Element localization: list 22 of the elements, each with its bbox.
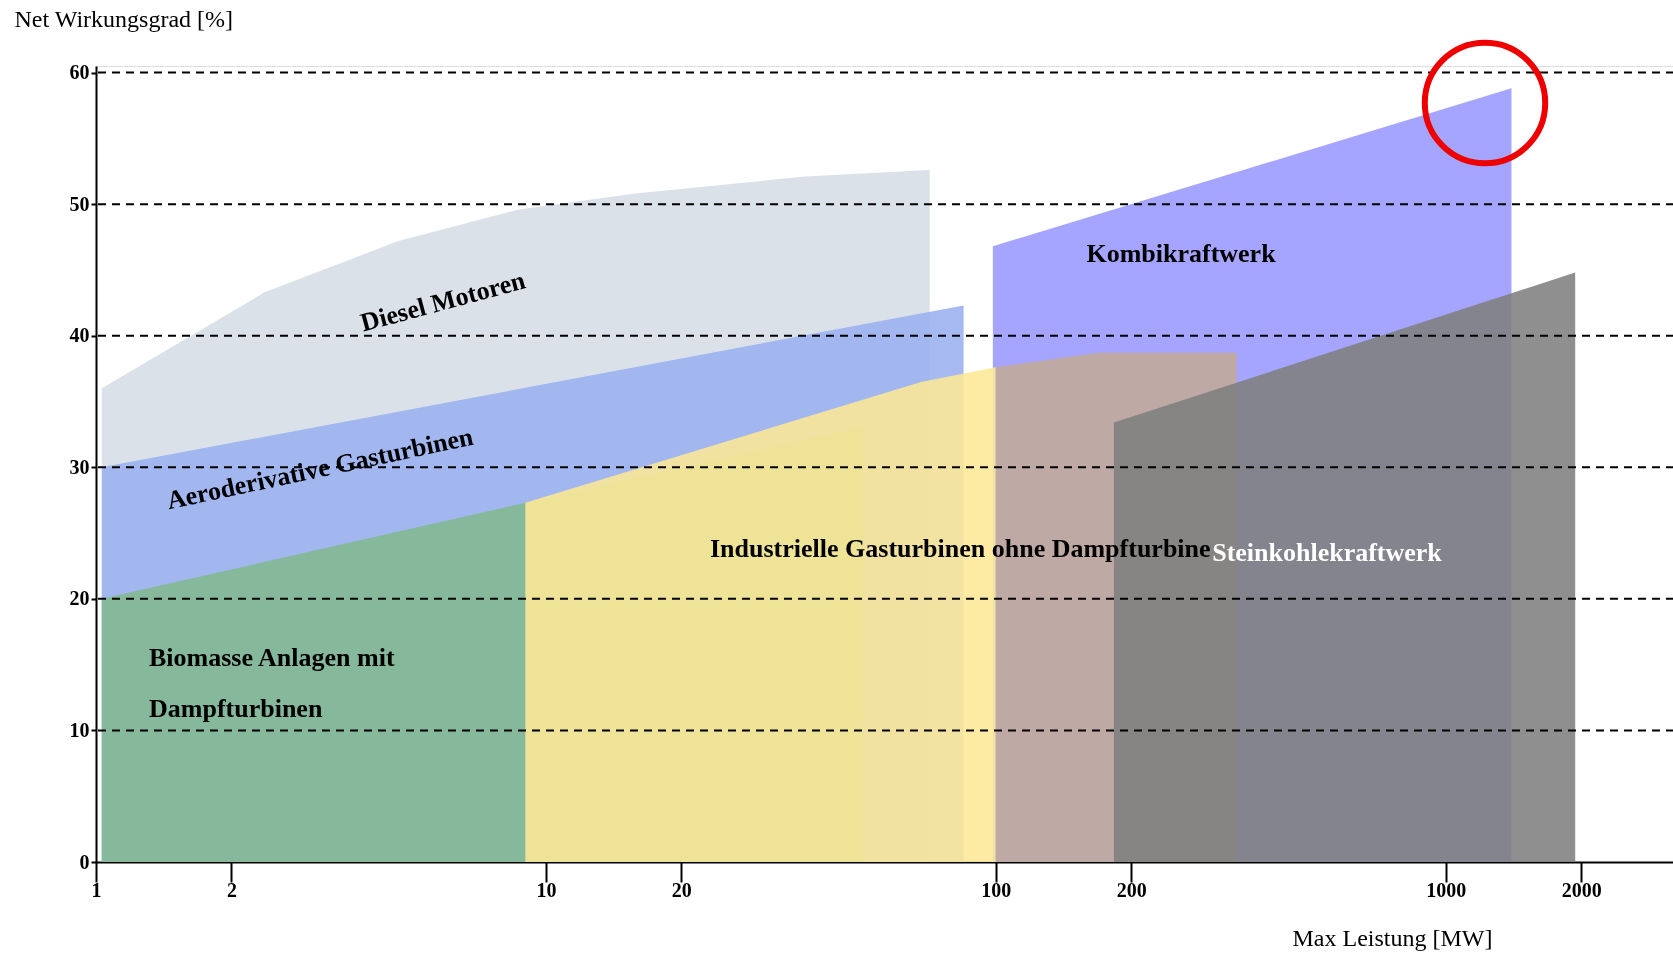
- x-tick-label: 20: [671, 878, 692, 901]
- y-tick-label: 60: [69, 61, 90, 84]
- x-tick-label: 1: [91, 878, 102, 901]
- x-tick-label: 100: [981, 878, 1012, 901]
- series-label: Industrielle Gasturbinen ohne Dampfturbine: [710, 534, 1211, 563]
- y-tick-label: 50: [69, 192, 90, 215]
- x-tick-label: 2000: [1561, 878, 1602, 901]
- series-label: Diesel Motoren: [357, 265, 529, 338]
- y-tick-label: 0: [79, 850, 90, 873]
- series-label: Kombikraftwerk: [1086, 239, 1277, 268]
- x-tick-label: 10: [536, 878, 557, 901]
- x-tick-label: 1000: [1426, 878, 1467, 901]
- series-label: Steinkohlekraftwerk: [1212, 538, 1443, 567]
- series-label: Biomasse Anlagen mit Dampfturbinen: [149, 643, 395, 723]
- y-tick-label: 30: [69, 455, 90, 478]
- x-axis-title: Max Leistung [MW]: [1292, 924, 1493, 951]
- x-tick-label: 200: [1116, 878, 1147, 901]
- y-tick-label: 10: [69, 718, 90, 741]
- y-tick-label: 20: [69, 587, 90, 610]
- x-tick-label: 2: [226, 878, 237, 901]
- y-tick-label: 40: [69, 324, 90, 347]
- y-axis-title: Net Wirkungsgrad [%]: [14, 5, 234, 32]
